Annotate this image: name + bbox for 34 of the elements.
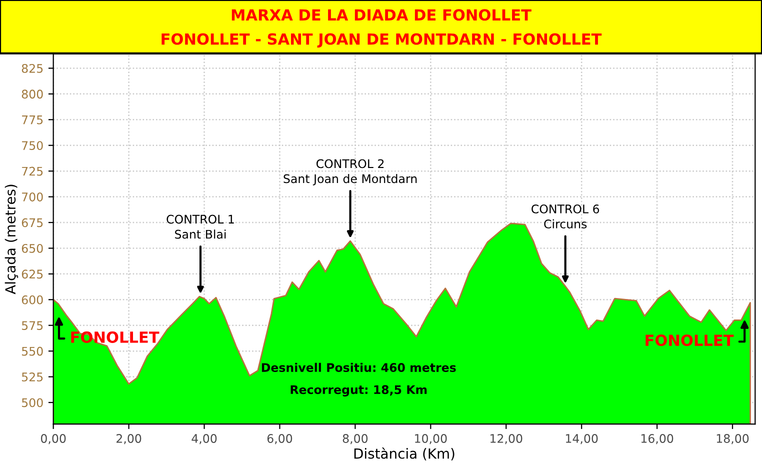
y-tick-label: 575 bbox=[22, 321, 43, 330]
annotation: Desnivell Positiu: 460 metres bbox=[262, 362, 456, 372]
annotation: Recorregut: 18,5 Km bbox=[290, 385, 427, 396]
x-tick-label: 12,00 bbox=[490, 434, 522, 444]
x-tick-label: 18,00 bbox=[716, 434, 749, 444]
x-axis-title: Distància (Km) bbox=[354, 447, 454, 460]
x-tick-label: 0,00 bbox=[40, 434, 66, 444]
y-tick-label: 525 bbox=[22, 372, 43, 382]
y-axis-title: Alçada (metres) bbox=[4, 184, 18, 294]
y-tick-label: 675 bbox=[22, 218, 43, 228]
y-tick-label: 625 bbox=[22, 270, 43, 279]
y-tick-label: 650 bbox=[22, 244, 43, 253]
y-tick-label: 500 bbox=[22, 398, 43, 408]
x-tick-label: 2,00 bbox=[116, 434, 142, 444]
x-tick-label: 4,00 bbox=[192, 434, 217, 444]
annotation: CONTROL 6 Circuns bbox=[532, 204, 600, 228]
y-tick-label: 775 bbox=[22, 116, 43, 124]
x-tick-label: 14,00 bbox=[566, 434, 598, 444]
x-tick-label: 10,00 bbox=[415, 434, 447, 444]
y-tick-label: 750 bbox=[22, 141, 43, 150]
y-tick-label: 700 bbox=[22, 192, 43, 202]
chart-title: MARXA DE LA DIADA DE FONOLLET bbox=[232, 9, 532, 21]
y-tick-label: 600 bbox=[22, 295, 43, 304]
x-tick-label: 6,00 bbox=[267, 434, 292, 444]
y-tick-label: 725 bbox=[22, 166, 43, 176]
annotation: CONTROL 2 Sant Joan de Montdarn bbox=[284, 159, 417, 186]
y-tick-label: 550 bbox=[22, 346, 43, 356]
y-tick-label: 825 bbox=[22, 64, 43, 73]
x-tick-label: 16,00 bbox=[641, 434, 674, 444]
x-tick-label: 8,00 bbox=[342, 434, 368, 444]
chart-subtitle: FONOLLET - SANT JOAN DE MONTDARN - FONOLLET bbox=[162, 33, 602, 48]
y-tick-label: 800 bbox=[22, 90, 43, 99]
annotation: FONOLLET bbox=[646, 334, 734, 346]
annotation: CONTROL 1 Sant Blai bbox=[166, 214, 234, 239]
